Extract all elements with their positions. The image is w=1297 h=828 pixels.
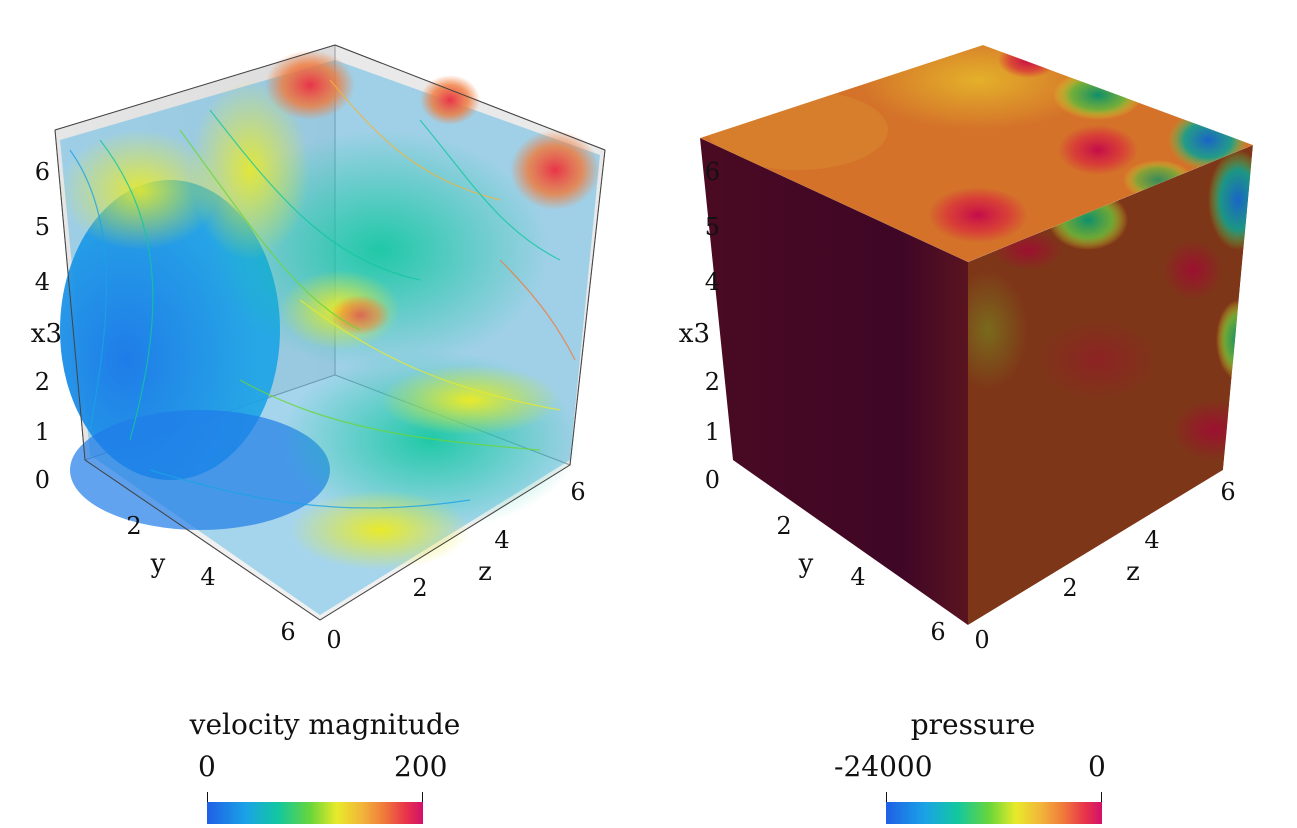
tick-label: 6 [705, 158, 720, 186]
tick-label: 2 [126, 512, 141, 540]
tick-label: 4 [705, 268, 720, 296]
vertical-axis-label: x3 [679, 319, 710, 349]
tick-label: 2 [1062, 574, 1077, 602]
tick-label: 6 [1220, 478, 1235, 506]
pressure-colorbar-min: -24000 [834, 750, 933, 783]
tick-label: 2 [705, 368, 720, 396]
tick-label: 2 [412, 574, 427, 602]
tick-label: 4 [200, 563, 215, 591]
tick-label: 4 [850, 563, 865, 591]
y-tick-labels: 2 4 6 [776, 512, 945, 646]
cube-left-face [700, 138, 968, 625]
velocity-colorbar-min: 0 [198, 750, 216, 783]
axis-frame [54, 44, 606, 621]
pressure-colorbar [886, 802, 1102, 824]
tick-label: 1 [35, 418, 50, 446]
pressure-colorbar-max: 0 [1088, 750, 1106, 783]
tick-label: 1 [705, 418, 720, 446]
pressure-colorbar-title: pressure [910, 708, 1036, 741]
tick-label: 6 [35, 158, 50, 186]
tick-label: 0 [705, 466, 720, 494]
tick-label: 6 [930, 618, 945, 646]
tick-label: 6 [280, 618, 295, 646]
velocity-colorbar [207, 802, 423, 824]
velocity-colorbar-title: velocity magnitude [189, 708, 461, 741]
pressure-plot-panel: 0 1 2 4 5 6 x3 2 4 6 y 0 2 4 6 z pressur… [648, 0, 1296, 828]
tick-label: 2 [776, 512, 791, 540]
tick-label: 0 [974, 626, 989, 654]
tick-label: 2 [35, 368, 50, 396]
y-tick-labels: 2 4 6 [126, 512, 295, 646]
vertical-tick-labels: 0 1 2 4 5 6 [35, 158, 50, 494]
z-axis-label: z [1126, 557, 1140, 587]
tick-label: 5 [705, 213, 720, 241]
streamline-field [60, 50, 600, 615]
tick-label: 0 [35, 466, 50, 494]
pressure-3d-view: 0 1 2 4 5 6 x3 2 4 6 y 0 2 4 6 z [679, 45, 1253, 654]
z-tick-labels: 0 2 4 6 [326, 478, 585, 654]
tick-label: 4 [1144, 526, 1159, 554]
tick-label: 5 [35, 213, 50, 241]
y-axis-label: y [798, 549, 814, 579]
velocity-3d-view: 0 1 2 4 5 6 x3 2 4 6 y 0 2 4 6 z [31, 44, 606, 654]
vertical-tick-labels: 0 1 2 4 5 6 [705, 158, 720, 494]
tick-label: 6 [570, 478, 585, 506]
velocity-colorbar-max: 200 [394, 750, 448, 783]
velocity-plot-panel: 0 1 2 4 5 6 x3 2 4 6 y 0 2 4 6 z velocit… [0, 0, 648, 828]
z-axis-label: z [478, 557, 492, 587]
tick-label: 0 [326, 626, 341, 654]
tick-label: 4 [494, 526, 509, 554]
tick-label: 4 [35, 268, 50, 296]
cube-right-face [968, 145, 1253, 625]
z-tick-labels: 0 2 4 6 [974, 478, 1235, 654]
vertical-axis-label: x3 [31, 319, 62, 349]
y-axis-label: y [150, 549, 166, 579]
